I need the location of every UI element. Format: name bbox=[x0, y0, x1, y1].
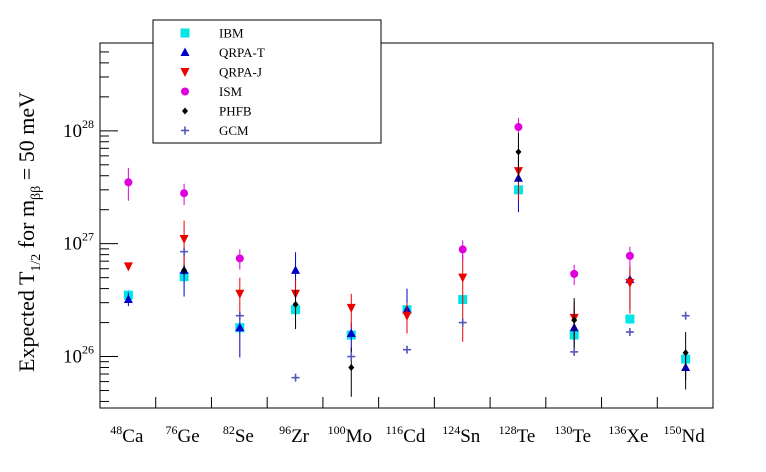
x-category-label: 100Mo bbox=[328, 423, 372, 447]
data-point bbox=[571, 316, 578, 324]
y-tick-label: 1026 bbox=[63, 343, 94, 368]
data-point bbox=[235, 289, 245, 299]
data-point bbox=[403, 345, 411, 354]
legend-label: QRPA-T bbox=[219, 45, 265, 60]
data-point bbox=[179, 235, 189, 245]
data-point bbox=[123, 262, 133, 272]
y-axis-label: Expected T1/2 for mββ = 50 meV bbox=[14, 92, 44, 372]
x-category-label: 136Xe bbox=[608, 423, 648, 447]
legend-box bbox=[152, 19, 382, 144]
data-point bbox=[570, 269, 579, 278]
legend-item: GCM bbox=[181, 123, 249, 138]
legend-item: IBM bbox=[180, 26, 244, 41]
y-tick-label: 1028 bbox=[63, 117, 94, 142]
x-category-label: 150Nd bbox=[664, 423, 706, 447]
data-point bbox=[291, 265, 301, 274]
legend-label: IBM bbox=[219, 26, 244, 41]
data-point bbox=[235, 311, 244, 320]
data-point bbox=[458, 273, 468, 283]
legend-label: GCM bbox=[219, 123, 249, 138]
data-point bbox=[625, 314, 635, 324]
data-point bbox=[402, 311, 412, 321]
legend-marker bbox=[181, 87, 189, 96]
data-point bbox=[291, 373, 300, 382]
data-point bbox=[458, 318, 467, 327]
data-point bbox=[347, 352, 356, 361]
data-point bbox=[180, 189, 189, 198]
x-category-label: 128Te bbox=[499, 423, 536, 447]
data-point bbox=[625, 327, 634, 336]
data-point bbox=[123, 294, 133, 304]
data-point bbox=[124, 178, 133, 187]
legend-label: PHFB bbox=[219, 104, 252, 119]
data-point bbox=[681, 311, 690, 320]
data-point bbox=[235, 322, 245, 332]
legend-item: QRPA-J bbox=[180, 65, 262, 80]
legend-label: ISM bbox=[219, 84, 243, 99]
x-category-label: 96Zr bbox=[279, 423, 310, 447]
legend-marker bbox=[182, 107, 188, 115]
y-tick-label: 1027 bbox=[63, 230, 94, 255]
data-point bbox=[515, 148, 522, 156]
data-point bbox=[570, 347, 579, 356]
legend-marker bbox=[181, 126, 189, 135]
x-category-label: 116Cd bbox=[386, 423, 426, 447]
legend-marker bbox=[180, 47, 190, 56]
data-point bbox=[346, 328, 356, 338]
legend-marker bbox=[180, 28, 190, 38]
series-gcm bbox=[180, 247, 690, 382]
data-point bbox=[292, 300, 299, 308]
legend-item: QRPA-T bbox=[180, 45, 265, 60]
series-ism bbox=[124, 117, 634, 286]
legend-marker bbox=[180, 68, 190, 77]
data-point bbox=[181, 266, 188, 274]
x-category-label: 48Ca bbox=[110, 423, 144, 447]
legend-item: PHFB bbox=[182, 104, 252, 119]
legend-item: ISM bbox=[181, 84, 243, 99]
x-category-label: 82Se bbox=[223, 423, 254, 447]
data-point bbox=[625, 278, 635, 288]
data-point bbox=[348, 363, 355, 371]
data-point bbox=[235, 254, 244, 263]
data-point bbox=[458, 245, 467, 254]
plot-frame bbox=[99, 42, 714, 409]
data-point bbox=[180, 247, 189, 256]
data-point bbox=[625, 251, 634, 260]
legend-label: QRPA-J bbox=[219, 65, 262, 80]
x-category-label: 76Ge bbox=[166, 423, 200, 447]
data-point bbox=[514, 123, 523, 132]
data-point bbox=[346, 303, 356, 313]
data-point bbox=[682, 349, 689, 357]
x-category-label: 124Sn bbox=[442, 423, 481, 447]
x-category-label: 130Te bbox=[554, 423, 591, 447]
